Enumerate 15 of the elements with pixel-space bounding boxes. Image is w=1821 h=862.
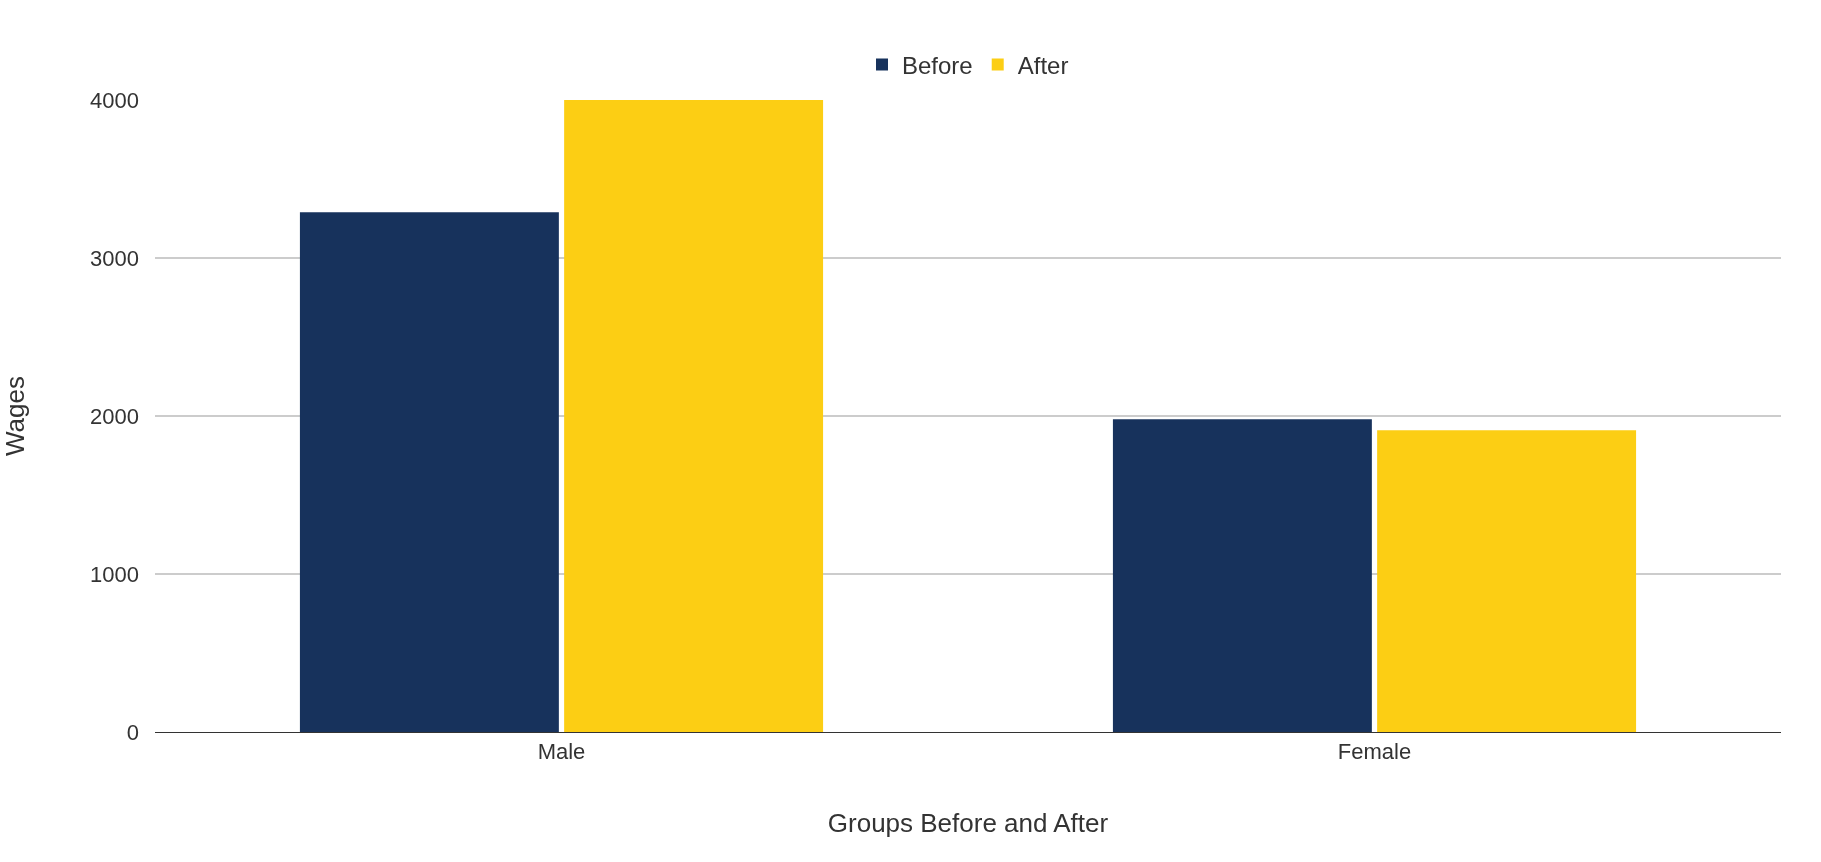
y-tick-label: 2000 <box>90 403 139 429</box>
bar <box>299 212 559 732</box>
x-axis-title: Groups Before and After <box>827 808 1109 839</box>
y-tick-label: 4000 <box>90 87 139 113</box>
bar <box>1112 419 1372 732</box>
y-tick-label: 3000 <box>90 245 139 271</box>
bar <box>564 100 824 732</box>
bar <box>1377 430 1637 732</box>
legend-label: After <box>1017 51 1069 79</box>
x-tick-label: Male <box>537 739 586 765</box>
y-axis-title: Wages <box>0 376 30 456</box>
x-tick-label: Female <box>1337 739 1412 765</box>
y-tick-label: 1000 <box>90 561 139 587</box>
y-tick-label: 0 <box>126 719 139 745</box>
legend-label: Before <box>902 51 973 79</box>
